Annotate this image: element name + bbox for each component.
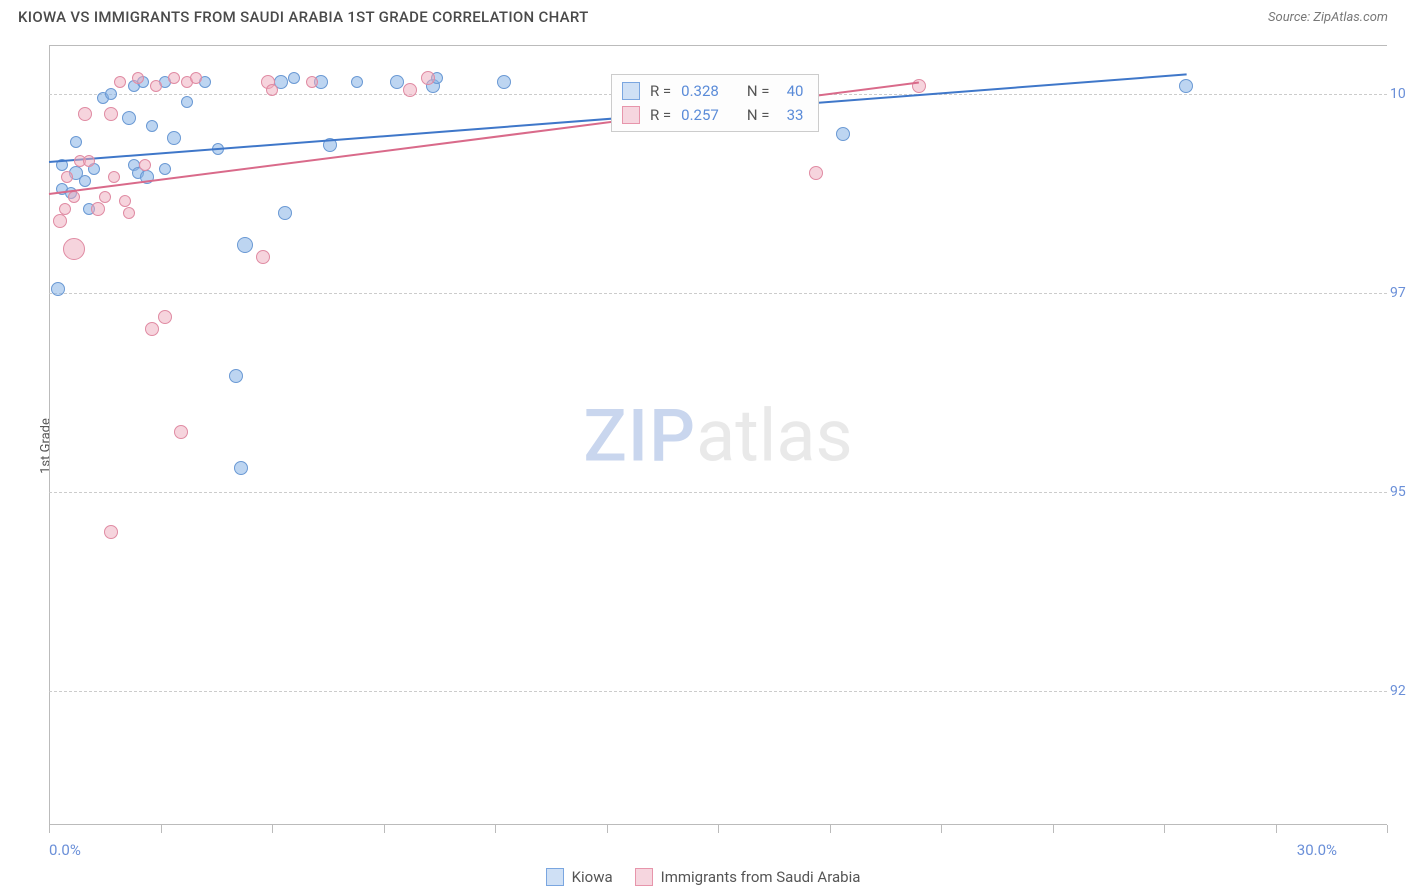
- scatter-point: [145, 322, 159, 336]
- scatter-point: [167, 131, 181, 145]
- scatter-point: [159, 163, 171, 175]
- scatter-point: [83, 155, 95, 167]
- r-label: R =: [650, 79, 671, 103]
- scatter-point: [119, 195, 131, 207]
- chart-header: KIOWA VS IMMIGRANTS FROM SAUDI ARABIA 1S…: [0, 0, 1406, 32]
- scatter-point: [181, 96, 193, 108]
- scatter-point: [108, 171, 120, 183]
- scatter-point: [114, 76, 126, 88]
- y-tick-label: 95.0%: [1390, 484, 1406, 500]
- gridline: [49, 492, 1387, 493]
- scatter-point: [497, 75, 511, 89]
- scatter-point: [104, 525, 118, 539]
- x-tick: [1387, 825, 1388, 833]
- x-tick: [272, 825, 273, 833]
- n-value: 33: [780, 103, 804, 127]
- scatter-point: [132, 72, 144, 84]
- r-value: 0.328: [681, 79, 719, 103]
- scatter-point: [63, 238, 85, 260]
- x-tick: [1276, 825, 1277, 833]
- scatter-point: [79, 175, 91, 187]
- scatter-point: [146, 120, 158, 132]
- scatter-point: [91, 202, 105, 216]
- scatter-point: [68, 191, 80, 203]
- y-tick-label: 100.0%: [1390, 86, 1406, 102]
- x-tick: [607, 825, 608, 833]
- x-axis-start-label: 0.0%: [49, 841, 81, 859]
- scatter-point: [104, 107, 118, 121]
- scatter-point: [836, 127, 850, 141]
- scatter-point: [139, 159, 151, 171]
- scatter-point: [51, 282, 65, 296]
- x-tick: [1164, 825, 1165, 833]
- r-label: R =: [650, 103, 671, 127]
- x-tick: [495, 825, 496, 833]
- legend-item-kiowa: Kiowa: [546, 868, 613, 886]
- scatter-point: [70, 136, 82, 148]
- scatter-point: [174, 425, 188, 439]
- gridline: [49, 691, 1387, 692]
- watermark: ZIPatlas: [583, 393, 852, 478]
- scatter-chart: ZIPatlas 0.0% 30.0% 92.5%95.0%97.5%100.0…: [49, 45, 1387, 825]
- scatter-point: [403, 83, 417, 97]
- stats-row: R = 0.328 N = 40: [622, 79, 804, 103]
- scatter-point: [1179, 79, 1193, 93]
- scatter-point: [53, 214, 67, 228]
- n-label: N =: [747, 103, 770, 127]
- scatter-point: [266, 84, 278, 96]
- scatter-point: [105, 88, 117, 100]
- legend-swatch-saudi: [635, 868, 653, 886]
- x-tick: [830, 825, 831, 833]
- n-value: 40: [780, 79, 804, 103]
- legend-swatch-kiowa: [546, 868, 564, 886]
- chart-title: KIOWA VS IMMIGRANTS FROM SAUDI ARABIA 1S…: [18, 8, 589, 26]
- watermark-part2: atlas: [696, 393, 853, 478]
- x-axis-end-label: 30.0%: [1297, 841, 1337, 859]
- x-tick: [718, 825, 719, 833]
- gridline: [49, 293, 1387, 294]
- scatter-point: [190, 72, 202, 84]
- scatter-point: [123, 207, 135, 219]
- stats-legend: R = 0.328 N = 40 R = 0.257 N = 33: [611, 74, 819, 132]
- stats-swatch: [622, 106, 640, 124]
- legend-item-saudi: Immigrants from Saudi Arabia: [635, 868, 861, 886]
- bottom-legend: Kiowa Immigrants from Saudi Arabia: [0, 868, 1406, 886]
- scatter-point: [61, 171, 73, 183]
- scatter-point: [99, 191, 111, 203]
- scatter-point: [421, 71, 435, 85]
- x-tick: [941, 825, 942, 833]
- scatter-point: [390, 75, 404, 89]
- scatter-point: [150, 80, 162, 92]
- chart-source: Source: ZipAtlas.com: [1268, 10, 1388, 25]
- scatter-point: [351, 76, 363, 88]
- scatter-point: [256, 250, 270, 264]
- stats-row: R = 0.257 N = 33: [622, 103, 804, 127]
- x-tick: [1053, 825, 1054, 833]
- watermark-part1: ZIP: [583, 393, 696, 478]
- scatter-point: [278, 206, 292, 220]
- n-label: N =: [747, 79, 770, 103]
- scatter-point: [288, 72, 300, 84]
- scatter-point: [237, 237, 253, 253]
- y-tick-label: 92.5%: [1390, 683, 1406, 699]
- y-tick-label: 97.5%: [1390, 285, 1406, 301]
- scatter-point: [122, 111, 136, 125]
- scatter-point: [912, 79, 926, 93]
- x-tick: [49, 825, 50, 833]
- scatter-point: [78, 107, 92, 121]
- stats-swatch: [622, 82, 640, 100]
- scatter-point: [809, 166, 823, 180]
- legend-label-saudi: Immigrants from Saudi Arabia: [661, 868, 861, 886]
- x-tick: [161, 825, 162, 833]
- scatter-point: [158, 310, 172, 324]
- legend-label-kiowa: Kiowa: [572, 868, 613, 886]
- scatter-point: [234, 461, 248, 475]
- r-value: 0.257: [681, 103, 719, 127]
- scatter-point: [306, 76, 318, 88]
- scatter-point: [59, 203, 71, 215]
- x-tick: [384, 825, 385, 833]
- scatter-point: [229, 369, 243, 383]
- scatter-point: [168, 72, 180, 84]
